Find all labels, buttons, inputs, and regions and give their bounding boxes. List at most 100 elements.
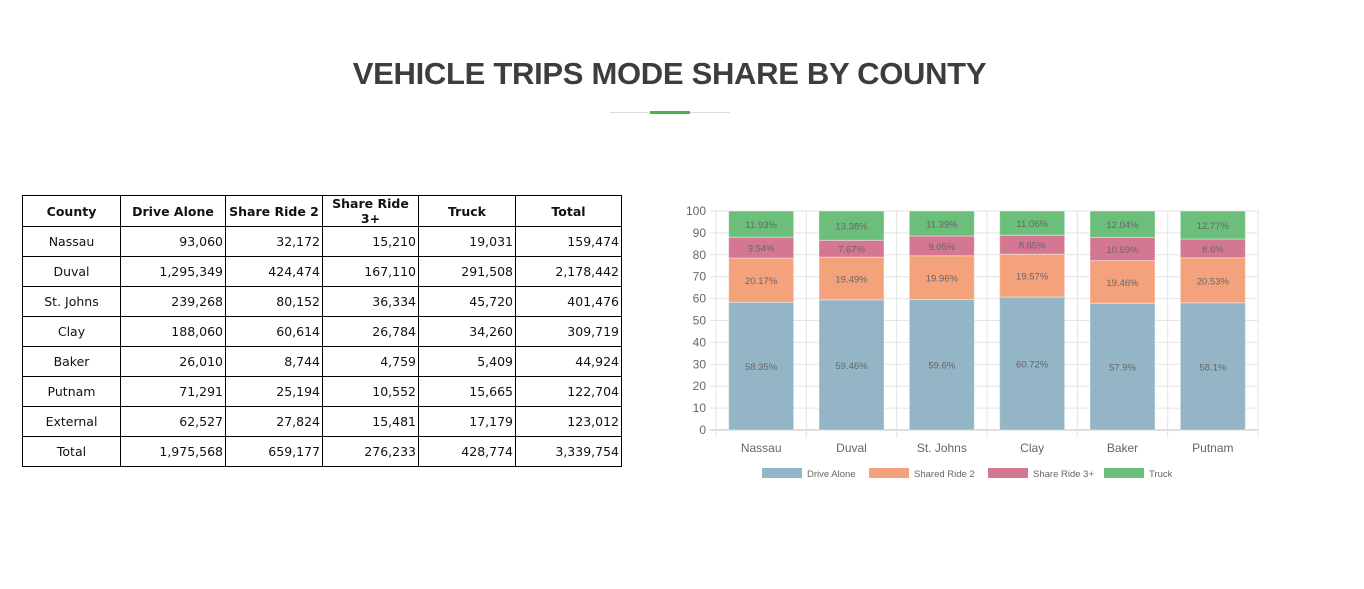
data-label: 20.17% <box>745 276 778 287</box>
value-cell: 401,476 <box>515 286 622 317</box>
x-tick-label: Duval <box>836 441 867 455</box>
column-header: Total <box>515 195 622 227</box>
value-cell: 123,012 <box>515 406 622 437</box>
title-divider-accent <box>650 111 690 114</box>
data-label: 11.93% <box>745 220 777 231</box>
bar-segment <box>999 210 1066 236</box>
bar-segment <box>818 299 885 431</box>
county-cell: Clay <box>22 316 121 347</box>
bar-segment <box>1089 302 1156 431</box>
table-row: Duval 1,295,349 424,474 167,110 291,508 2,178… <box>22 256 622 287</box>
column-header: Share Ride 3+ <box>322 195 419 227</box>
x-tick-label: St. Johns <box>917 441 967 455</box>
y-tick-label: 0 <box>699 423 706 437</box>
legend-swatch <box>988 468 1028 478</box>
value-cell: 15,481 <box>322 406 419 437</box>
data-label: 8.6% <box>1202 244 1224 255</box>
x-tick-label: Baker <box>1107 441 1138 455</box>
column-header: Drive Alone <box>120 195 226 227</box>
data-label: 59.6% <box>928 361 955 372</box>
y-tick-label: 20 <box>693 379 707 393</box>
data-label: 59.46% <box>835 361 868 372</box>
y-tick-label: 80 <box>693 248 707 262</box>
value-cell: 239,268 <box>120 286 226 317</box>
bar-segment <box>818 256 885 301</box>
data-label: 13.38% <box>835 222 868 233</box>
table-row: Baker 26,010 8,744 4,759 5,409 44,924 <box>22 346 622 377</box>
bar-segment <box>1179 302 1246 431</box>
county-cell: St. Johns <box>22 286 121 317</box>
value-cell: 32,172 <box>225 226 323 257</box>
value-cell: 276,233 <box>322 436 419 467</box>
value-cell: 4,759 <box>322 346 419 377</box>
y-tick-label: 40 <box>693 335 707 349</box>
value-cell: 188,060 <box>120 316 226 347</box>
bar-segment <box>1089 210 1156 238</box>
x-tick-label: Clay <box>1020 441 1044 455</box>
mode-share-table: County Drive Alone Share Ride 2 Share Ride … <box>22 195 622 467</box>
table-header-row: County Drive Alone Share Ride 2 Share Ride … <box>22 195 622 227</box>
legend-swatch <box>762 468 802 478</box>
data-label: 9.05% <box>928 242 955 253</box>
county-cell: External <box>22 406 121 437</box>
value-cell: 424,474 <box>225 256 323 287</box>
data-label: 9.54% <box>748 244 775 255</box>
data-label: 57.9% <box>1109 363 1136 374</box>
data-label: 7.67% <box>838 245 865 256</box>
page-title: VEHICLE TRIPS MODE SHARE BY COUNTY <box>352 56 987 91</box>
y-tick-label: 10 <box>693 401 707 415</box>
bar-segment <box>728 301 795 431</box>
value-cell: 659,177 <box>225 436 323 467</box>
legend-swatch <box>869 468 909 478</box>
data-label: 12.04% <box>1106 220 1139 231</box>
legend-label: Truck <box>1149 469 1173 480</box>
legend-label: Shared Ride 2 <box>914 469 975 480</box>
value-cell: 291,508 <box>418 256 516 287</box>
data-label: 19.49% <box>835 274 868 285</box>
table-row: Clay 188,060 60,614 26,784 34,260 309,719 <box>22 316 622 347</box>
data-label: 11.39% <box>926 219 958 230</box>
value-cell: 71,291 <box>120 376 226 407</box>
data-label: 58.1% <box>1199 362 1226 373</box>
bar-segment <box>728 210 795 238</box>
bar-segment <box>908 235 975 257</box>
value-cell: 428,774 <box>418 436 516 467</box>
data-label: 20.53% <box>1197 276 1230 287</box>
x-tick-label: Nassau <box>741 441 782 455</box>
bar-segment <box>1089 260 1156 304</box>
data-label: 10.59% <box>1106 245 1139 256</box>
data-label: 19.96% <box>926 274 959 285</box>
value-cell: 19,031 <box>418 226 516 257</box>
y-tick-label: 60 <box>693 292 707 306</box>
county-cell: Duval <box>22 256 121 287</box>
data-label: 60.72% <box>1016 360 1049 371</box>
y-tick-label: 100 <box>686 204 706 218</box>
y-tick-label: 30 <box>693 357 707 371</box>
bar-segment <box>908 210 975 237</box>
data-label: 11.06% <box>1016 219 1048 230</box>
bar-segment <box>908 298 975 431</box>
value-cell: 44,924 <box>515 346 622 377</box>
value-cell: 17,179 <box>418 406 516 437</box>
value-cell: 1,975,568 <box>120 436 226 467</box>
table-row: St. Johns 239,268 80,152 36,334 45,720 401,47… <box>22 286 622 317</box>
bar-segment <box>908 255 975 300</box>
bar-segment <box>728 257 795 303</box>
bar-segment <box>999 253 1066 298</box>
bar-segment <box>728 236 795 259</box>
bar-segment <box>1179 210 1246 240</box>
value-cell: 5,409 <box>418 346 516 377</box>
table-row: Total 1,975,568 659,177 276,233 428,774 3,339… <box>22 436 622 467</box>
y-tick-label: 50 <box>693 314 707 328</box>
value-cell: 3,339,754 <box>515 436 622 467</box>
value-cell: 62,527 <box>120 406 226 437</box>
county-cell: Nassau <box>22 226 121 257</box>
table-row: External 62,527 27,824 15,481 17,179 123,012 <box>22 406 622 437</box>
data-label: 19.46% <box>1106 278 1139 289</box>
data-label: 12.77% <box>1197 221 1230 232</box>
value-cell: 80,152 <box>225 286 323 317</box>
bar-segment <box>1179 257 1246 304</box>
y-tick-label: 70 <box>693 270 707 284</box>
y-tick-label: 90 <box>693 226 707 240</box>
